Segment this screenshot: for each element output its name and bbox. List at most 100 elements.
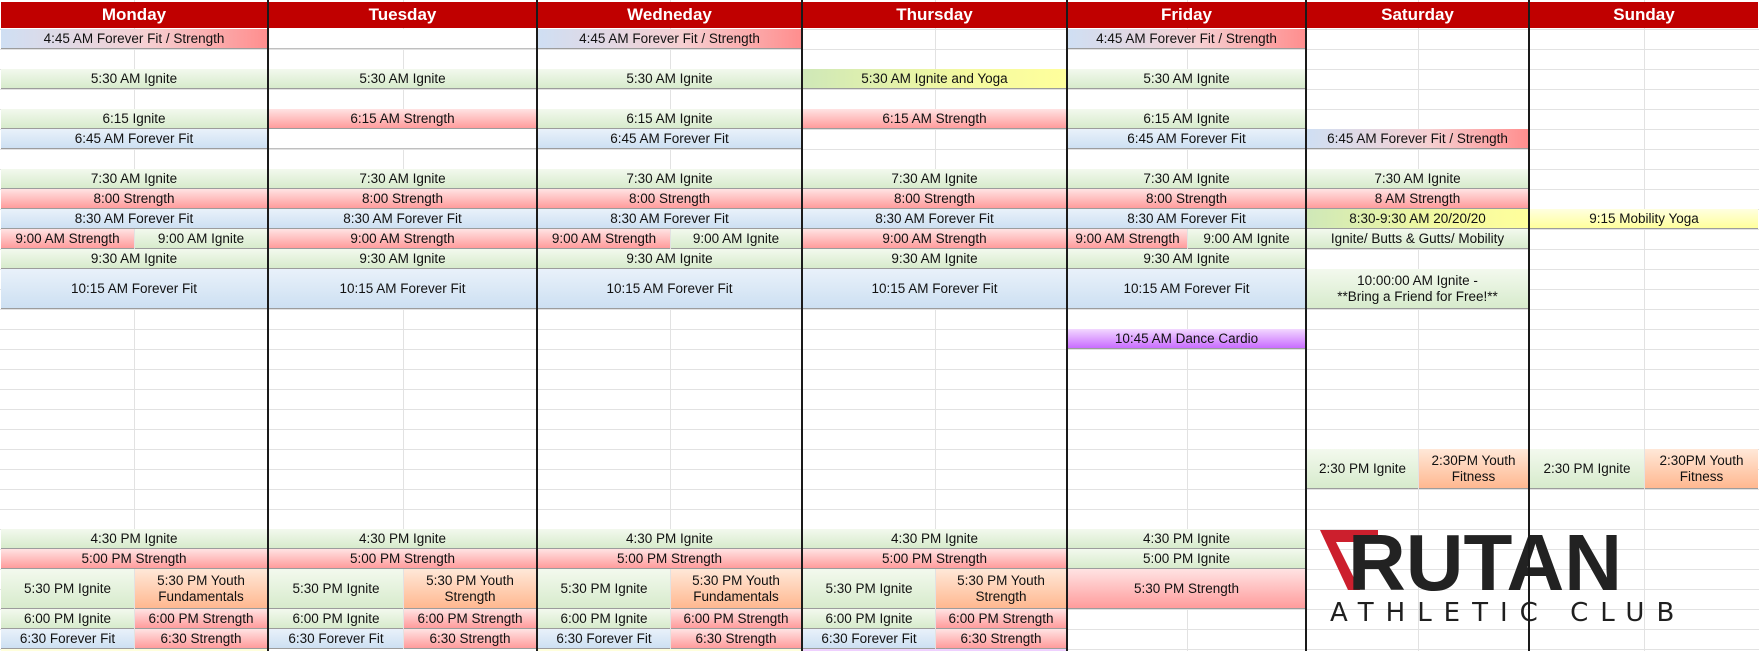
class-5-30-pm-ignite: 5:30 PM Ignite	[269, 569, 403, 609]
class-6-00-pm-strength: 6:00 PM Strength	[135, 609, 267, 629]
class-8-30-am-forever-fit: 8:30 AM Forever Fit	[1068, 209, 1305, 229]
day-separator	[536, 0, 538, 651]
day-header-wedneday: Wedneday	[538, 2, 801, 28]
class-9-00-am-ignite: 9:00 AM Ignite	[135, 229, 267, 249]
day-header-tuesday: Tuesday	[269, 2, 536, 28]
class-9-30-am-ignite: 9:30 AM Ignite	[1, 249, 267, 269]
class-6-15-am-strength: 6:15 AM Strength	[803, 109, 1066, 129]
gridline-horizontal	[0, 29, 1759, 30]
class-9-00-am-strength: 9:00 AM Strength	[1068, 229, 1187, 249]
class-5-00-pm-strength: 5:00 PM Strength	[538, 549, 801, 569]
class-6-30-forever-fit: 6:30 Forever Fit	[1, 629, 134, 649]
class-5-30-pm-ignite: 5:30 PM Ignite	[1, 569, 134, 609]
class-8-30-am-forever-fit: 8:30 AM Forever Fit	[269, 209, 536, 229]
class-9-30-am-ignite: 9:30 AM Ignite	[269, 249, 536, 269]
class-5-30-am-ignite: 5:30 AM Ignite	[1, 69, 267, 89]
gridline-vertical	[935, 0, 936, 651]
class-4-30-pm-ignite: 4:30 PM Ignite	[269, 529, 536, 549]
class-2-30pm-youth-fitness: 2:30PM Youth Fitness	[1645, 449, 1758, 489]
class-5-30-am-ignite: 5:30 AM Ignite	[269, 69, 536, 89]
day-separator	[1528, 0, 1530, 651]
class-8-00-strength: 8:00 Strength	[269, 189, 536, 209]
class-7-30-am-ignite: 7:30 AM Ignite	[1307, 169, 1528, 189]
class-9-00-am-strength: 9:00 AM Strength	[538, 229, 670, 249]
class-6-30-forever-fit: 6:30 Forever Fit	[803, 629, 935, 649]
class-5-30-pm-ignite: 5:30 PM Ignite	[538, 569, 670, 609]
class-10-15-am-forever-fit: 10:15 AM Forever Fit	[1, 269, 267, 309]
class-2-30-pm-ignite: 2:30 PM Ignite	[1307, 449, 1418, 489]
class-8-30-am-forever-fit: 8:30 AM Forever Fit	[803, 209, 1066, 229]
class-5-30-pm-youth-fundamentals: 5:30 PM Youth Fundamentals	[135, 569, 267, 609]
class-9-00-am-strength: 9:00 AM Strength	[803, 229, 1066, 249]
class-8-00-strength: 8:00 Strength	[1068, 189, 1305, 209]
gridline-horizontal	[0, 349, 1759, 350]
class-10-00-00-am-ignite-bring-a-friend-for-free: 10:00:00 AM Ignite - **Bring a Friend fo…	[1307, 269, 1528, 309]
class-2-30pm-youth-fitness: 2:30PM Youth Fitness	[1419, 449, 1528, 489]
class-10-15-am-forever-fit: 10:15 AM Forever Fit	[803, 269, 1066, 309]
day-header-monday: Monday	[1, 2, 267, 28]
class-7-30-am-ignite: 7:30 AM Ignite	[1, 169, 267, 189]
class-10-45-am-dance-cardio: 10:45 AM Dance Cardio	[1068, 329, 1305, 349]
class-7-30-am-ignite: 7:30 AM Ignite	[538, 169, 801, 189]
class-9-00-am-ignite: 9:00 AM Ignite	[1188, 229, 1305, 249]
day-separator	[267, 0, 269, 651]
class-6-00-pm-ignite: 6:00 PM Ignite	[803, 609, 935, 629]
class-7-30-am-ignite: 7:30 AM Ignite	[803, 169, 1066, 189]
class-5-30-pm-youth-strength: 5:30 PM Youth Strength	[936, 569, 1066, 609]
day-header-saturday: Saturday	[1307, 2, 1528, 28]
class-6-30-strength: 6:30 Strength	[135, 629, 267, 649]
gridline-horizontal	[0, 389, 1759, 390]
gridline-horizontal	[0, 489, 1759, 490]
class-4-30-pm-ignite: 4:30 PM Ignite	[1068, 529, 1305, 549]
gridline-horizontal	[0, 509, 1759, 510]
class-6-00-pm-strength: 6:00 PM Strength	[671, 609, 801, 629]
class-6-15-am-strength: 6:15 AM Strength	[269, 109, 536, 129]
empty-cell	[269, 129, 536, 149]
day-separator	[1305, 0, 1307, 651]
class-9-30-am-ignite: 9:30 AM Ignite	[803, 249, 1066, 269]
day-header-sunday: Sunday	[1530, 2, 1758, 28]
class-4-45-am-forever-fit-strength: 4:45 AM Forever Fit / Strength	[1, 29, 267, 49]
class-5-30-pm-youth-fundamentals: 5:30 PM Youth Fundamentals	[671, 569, 801, 609]
class-4-30-pm-ignite: 4:30 PM Ignite	[1, 529, 267, 549]
class-9-00-am-strength: 9:00 AM Strength	[269, 229, 536, 249]
class-10-15-am-forever-fit: 10:15 AM Forever Fit	[269, 269, 536, 309]
class-6-30-strength: 6:30 Strength	[936, 629, 1066, 649]
class-9-00-am-ignite: 9:00 AM Ignite	[671, 229, 801, 249]
gridline-horizontal	[0, 469, 1759, 470]
gridline-vertical	[1644, 0, 1645, 651]
gridline-horizontal	[0, 409, 1759, 410]
gridline-horizontal	[0, 309, 1759, 310]
gridline-horizontal	[0, 369, 1759, 370]
gridline-horizontal	[0, 89, 1759, 90]
class-6-30-forever-fit: 6:30 Forever Fit	[269, 629, 403, 649]
class-8-00-strength: 8:00 Strength	[1, 189, 267, 209]
day-header-thursday: Thursday	[803, 2, 1066, 28]
class-6-30-forever-fit: 6:30 Forever Fit	[538, 629, 670, 649]
class-5-00-pm-ignite: 5:00 PM Ignite	[1068, 549, 1305, 569]
class-9-15-mobility-yoga: 9:15 Mobility Yoga	[1530, 209, 1758, 229]
class-8-30-am-forever-fit: 8:30 AM Forever Fit	[1, 209, 267, 229]
class-6-30-strength: 6:30 Strength	[671, 629, 801, 649]
class-8-30-am-forever-fit: 8:30 AM Forever Fit	[538, 209, 801, 229]
class-8-am-strength: 8 AM Strength	[1307, 189, 1528, 209]
class-7-30-am-ignite: 7:30 AM Ignite	[1068, 169, 1305, 189]
class-10-15-am-forever-fit: 10:15 AM Forever Fit	[1068, 269, 1305, 309]
class-9-00-am-strength: 9:00 AM Strength	[1, 229, 134, 249]
class-8-00-strength: 8:00 Strength	[538, 189, 801, 209]
gridline-vertical	[403, 0, 404, 651]
class-6-00-pm-strength: 6:00 PM Strength	[404, 609, 536, 629]
logo-tagline: ATHLETIC CLUB	[1330, 598, 1687, 628]
class-5-30-pm-strength: 5:30 PM Strength	[1068, 569, 1305, 609]
class-5-00-pm-strength: 5:00 PM Strength	[1, 549, 267, 569]
class-4-45-am-forever-fit-strength: 4:45 AM Forever Fit / Strength	[538, 29, 801, 49]
class-5-30-am-ignite: 5:30 AM Ignite	[538, 69, 801, 89]
class-6-00-pm-ignite: 6:00 PM Ignite	[538, 609, 670, 629]
day-header-friday: Friday	[1068, 2, 1305, 28]
class-6-45-am-forever-fit-strength: 6:45 AM Forever Fit / Strength	[1307, 129, 1528, 149]
class-6-30-strength: 6:30 Strength	[404, 629, 536, 649]
day-separator	[801, 0, 803, 651]
gridline-vertical	[1418, 0, 1419, 651]
class-6-15-am-ignite: 6:15 AM Ignite	[1068, 109, 1305, 129]
